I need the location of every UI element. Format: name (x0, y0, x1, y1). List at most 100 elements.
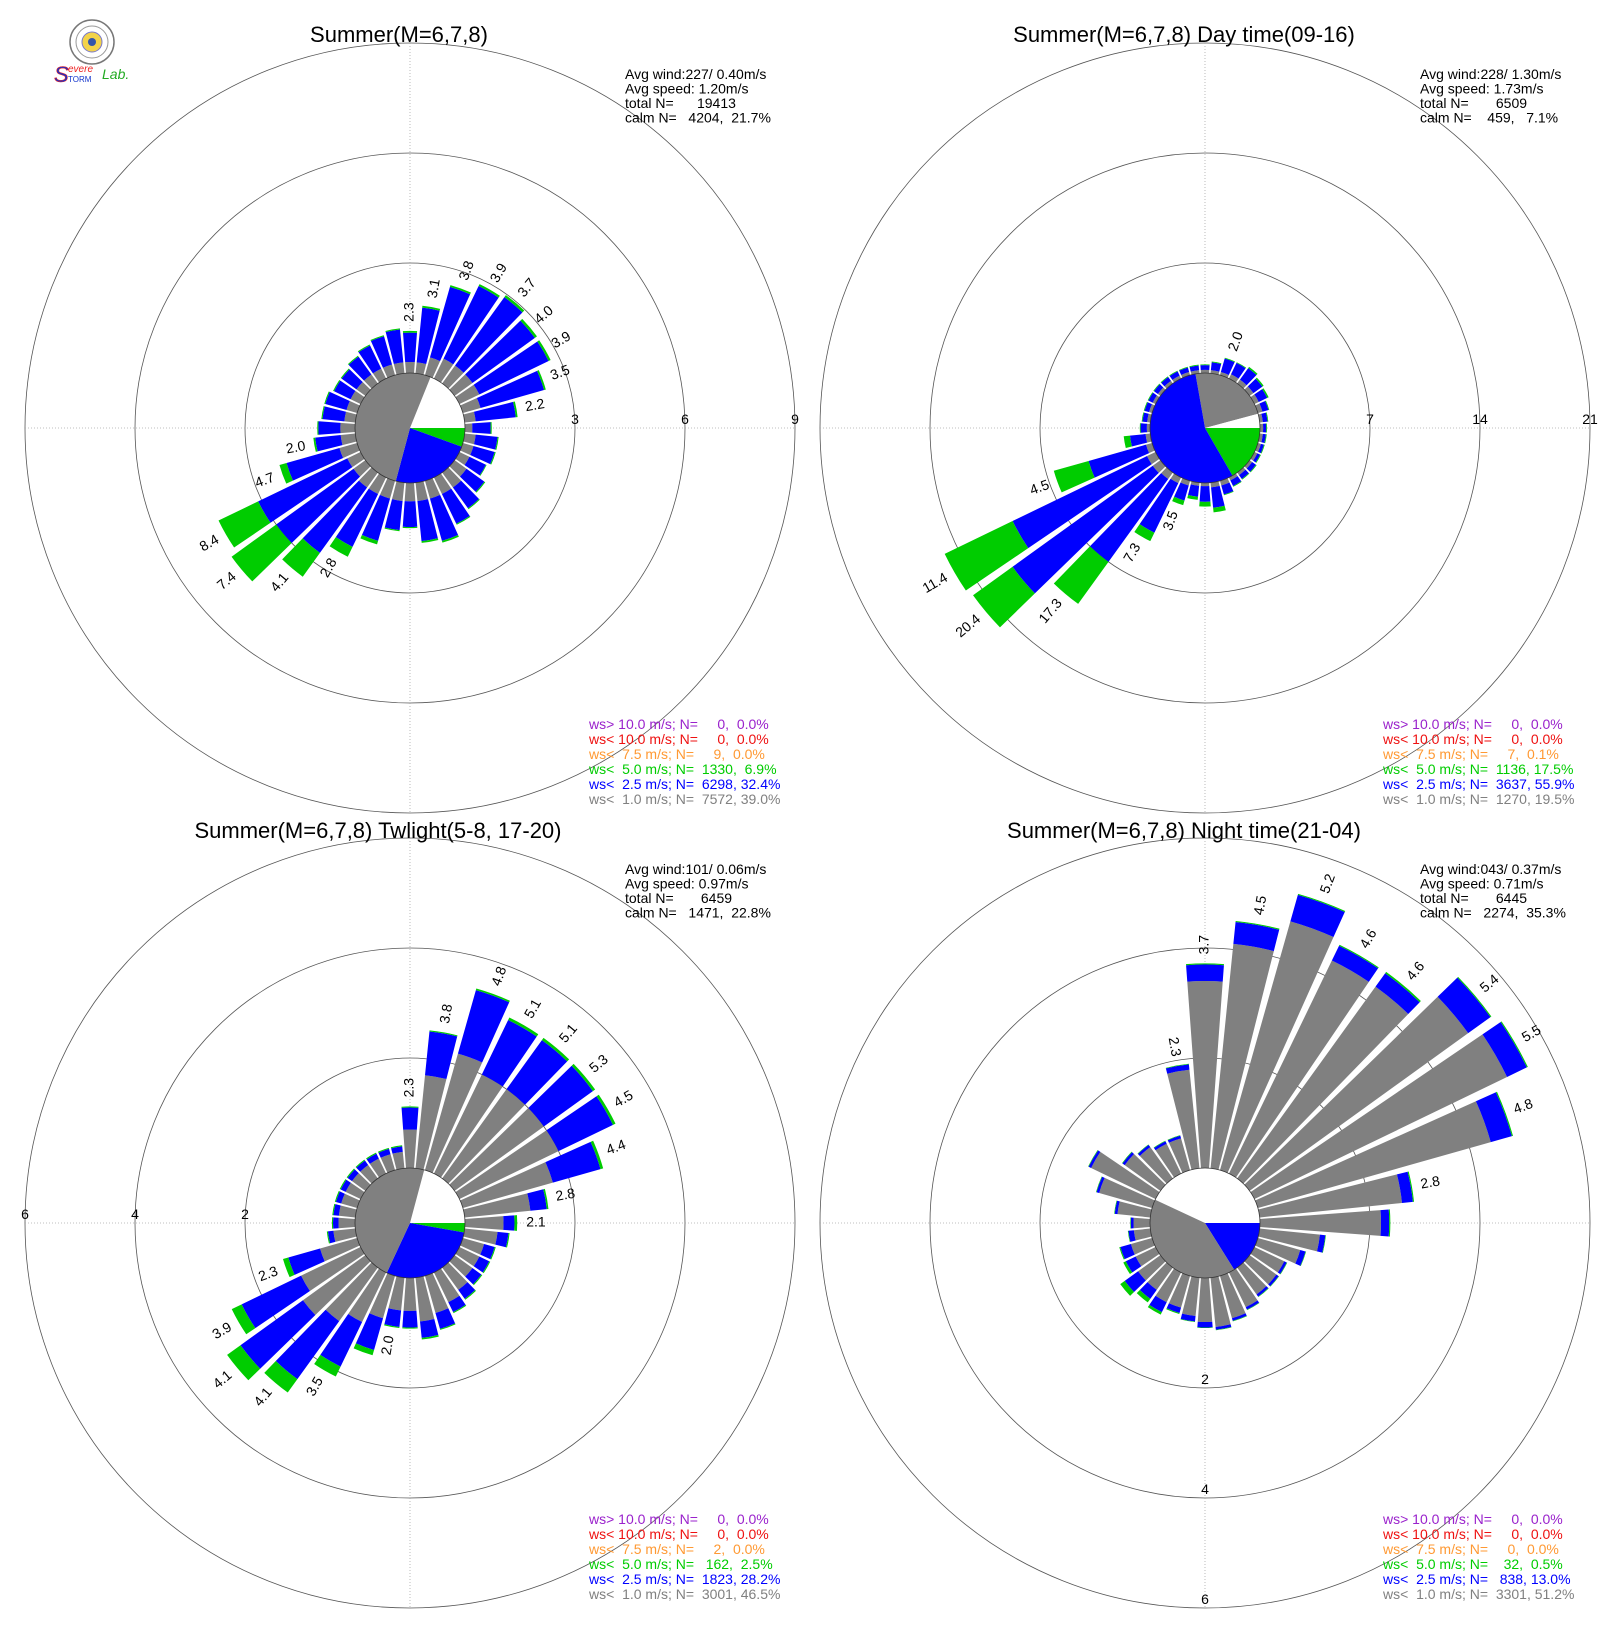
petal-segment (1244, 1255, 1277, 1285)
legend-entry: ws> 10.0 m/s; N= 0, 0.0% (588, 1511, 769, 1527)
petal-segment (1167, 1135, 1182, 1143)
legend-entry: ws> 10.0 m/s; N= 0, 0.0% (1382, 716, 1563, 732)
petal-total-label: 4.6 (1403, 958, 1428, 983)
petal-segment (402, 526, 418, 529)
petal-segment (258, 458, 353, 523)
petal-segment (404, 482, 416, 502)
petal-segment (352, 1173, 371, 1191)
petal-segment (1219, 1273, 1246, 1319)
petal-segment (1268, 1274, 1279, 1287)
petal-segment (1248, 366, 1258, 376)
petal-segment (333, 379, 341, 392)
petal-segment (1181, 372, 1191, 378)
petal-segment (1210, 1276, 1231, 1327)
petal-segment (348, 1268, 387, 1323)
petal-total-label: 4.8 (1511, 1095, 1535, 1117)
petal-segment (1297, 893, 1346, 912)
petal-segment (1139, 1282, 1157, 1299)
petal-segment (1155, 1143, 1182, 1178)
petal-segment (1147, 392, 1154, 401)
calm-sector (1195, 373, 1259, 428)
petal-segment (1147, 1304, 1162, 1315)
petal-segment (1407, 1171, 1415, 1202)
petal-segment (1233, 922, 1280, 952)
legend-entry: ws< 5.0 m/s; N= 162, 2.5% (588, 1556, 773, 1572)
petal-segment (345, 1182, 365, 1200)
petal-segment (240, 1300, 316, 1369)
petal-segment (463, 1193, 531, 1218)
petal-segment (1130, 1217, 1134, 1229)
petal-segment (490, 1246, 496, 1260)
petal-segment (433, 1268, 460, 1303)
petal-segment (415, 1075, 447, 1170)
petal-segment (338, 1205, 357, 1218)
petal-segment (1280, 1262, 1288, 1275)
petal-segment (421, 538, 439, 543)
petal-total-label: 7.4 (214, 568, 239, 593)
petal-segment (514, 1215, 518, 1231)
petal-segment (333, 1204, 341, 1216)
petal-segment (449, 1107, 544, 1191)
petal-segment (1244, 386, 1254, 396)
petal-segment (335, 1191, 345, 1204)
petal-segment (401, 1107, 419, 1130)
legend-entry: ws< 7.5 m/s; N= 9, 0.0% (588, 746, 765, 762)
petal-segment (1161, 377, 1171, 387)
petal-segment (393, 362, 405, 375)
petal-segment (227, 1345, 261, 1381)
petal-segment (420, 1318, 439, 1338)
petal-segment (322, 406, 347, 422)
petal-segment (464, 423, 473, 433)
calm-sector (354, 372, 431, 482)
petal-segment (527, 1189, 547, 1211)
petal-segment (1380, 1209, 1390, 1237)
petal-segment (449, 374, 473, 396)
petal-segment (537, 340, 551, 361)
legend-entry: ws> 10.0 m/s; N= 0, 0.0% (588, 716, 769, 732)
petal-segment (275, 1309, 340, 1380)
petal-segment (1200, 369, 1210, 374)
petal-segment (442, 1089, 526, 1184)
ring-value-label: 6 (21, 1206, 29, 1222)
legend-entry: ws< 2.5 m/s; N= 3637, 55.9% (1382, 776, 1574, 792)
petal-segment (1179, 367, 1190, 375)
petal-segment (1457, 976, 1492, 1018)
petal-segment (1219, 372, 1229, 378)
petal-segment (490, 451, 496, 465)
petal-segment (1259, 1210, 1381, 1236)
calm-circle (1149, 1167, 1261, 1279)
petal-segment (347, 1169, 359, 1182)
petal-segment (1178, 366, 1188, 371)
calm-sector (1155, 1168, 1260, 1223)
petal-segment (1239, 469, 1249, 479)
petal-segment (1255, 377, 1264, 387)
petal-segment (1228, 374, 1239, 383)
petal-segment (435, 1308, 456, 1329)
petal-segment (455, 1246, 480, 1267)
petal-segment (1495, 1091, 1514, 1137)
petal-segment (1236, 362, 1247, 369)
petal-segment (1138, 1255, 1166, 1281)
petal-segment (1255, 1237, 1301, 1264)
petal-segment (1140, 423, 1148, 433)
petal-segment (1146, 451, 1160, 465)
petal-segment (1231, 1313, 1247, 1321)
petal-segment (417, 499, 438, 542)
petal-segment (1186, 964, 1224, 982)
petal-segment (231, 524, 292, 582)
petal-segment (1190, 481, 1200, 486)
petal-segment (449, 285, 471, 295)
petal-segment (1123, 1261, 1133, 1275)
petal-segment (340, 1179, 351, 1192)
petal-segment (1114, 1200, 1120, 1215)
petal-segment (1133, 1228, 1152, 1241)
petal-segment (1165, 1063, 1189, 1069)
petal-segment (1114, 1200, 1118, 1214)
petal-segment (1164, 380, 1173, 389)
petal-segment (1475, 1092, 1512, 1143)
petal-segment (1053, 546, 1109, 604)
calm-circle (354, 1167, 466, 1279)
petal-segment (1190, 370, 1200, 375)
petal-segment (1256, 1286, 1269, 1297)
petal-total-label: 11.4 (919, 569, 950, 596)
